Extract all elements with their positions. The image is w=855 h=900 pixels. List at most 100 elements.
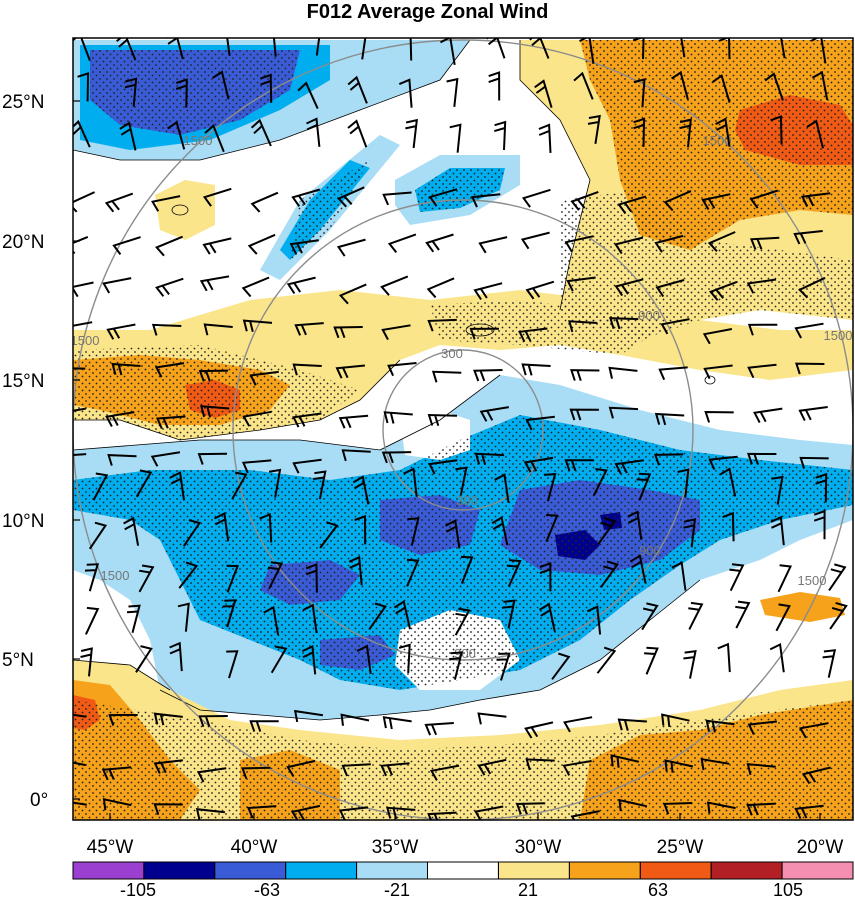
wind-barb: [429, 764, 460, 781]
wind-barb: [445, 519, 461, 549]
wind-barb: [701, 193, 731, 211]
wind-barb: [769, 642, 785, 673]
wind-barb: [563, 716, 593, 733]
wind-barb: [712, 74, 731, 103]
wind-barb: [440, 38, 456, 66]
wind-barb: [84, 606, 100, 635]
wind-barb: [73, 38, 91, 61]
range-ring-label: 1500: [824, 328, 853, 343]
wind-barb: [654, 412, 685, 426]
wind-barb: [409, 38, 413, 61]
wind-barb: [644, 646, 659, 675]
wind-barb: [226, 650, 239, 679]
wind-barb: [521, 188, 551, 208]
wind-barb: [633, 117, 646, 147]
map-border: [72, 37, 854, 821]
range-ring-label: 1500: [703, 133, 732, 148]
wind-barb: [178, 561, 199, 589]
wind-barb: [380, 762, 410, 777]
wind-barb: [272, 38, 277, 57]
wind-barb: [73, 321, 93, 327]
wind-barb: [406, 558, 420, 587]
wind-barb: [427, 413, 458, 426]
wind-barb: [241, 766, 271, 780]
wind-barb: [538, 602, 556, 632]
wind-barb: [494, 473, 510, 503]
wind-barb: [222, 599, 237, 628]
wind-barb: [477, 712, 507, 725]
wind-barb: [153, 759, 184, 774]
wind-barb: [305, 563, 318, 593]
wind-barb: [564, 459, 594, 472]
wind-barb: [297, 81, 319, 110]
wind-barb: [446, 77, 459, 108]
wind-barb: [618, 798, 648, 812]
wind-barb: [247, 233, 276, 255]
wind-barb: [717, 642, 731, 673]
wind-barb: [610, 754, 640, 768]
wind-barb: [368, 602, 388, 630]
wind-barb: [658, 366, 688, 381]
wind-barb: [289, 239, 319, 255]
wind-barb: [544, 473, 557, 502]
wind-barb: [770, 515, 785, 546]
wind-barb: [579, 38, 595, 64]
wind-barb: [398, 78, 413, 108]
wind-barb: [735, 600, 751, 629]
wind-barb: [380, 275, 409, 296]
wind-barb: [73, 367, 86, 370]
colorbar-swatch: [214, 861, 287, 880]
wind-barb: [291, 188, 321, 207]
wind-barb: [719, 467, 737, 497]
wind-barb: [680, 38, 686, 58]
range-ring-label: 1500: [71, 333, 100, 348]
wind-barb: [259, 513, 273, 543]
lon-label: 30°W: [515, 837, 562, 858]
colorbar-swatch: [143, 861, 216, 880]
wind-barb: [290, 804, 321, 820]
wind-barb: [112, 236, 141, 255]
wind-barb: [242, 410, 272, 427]
wind-barb: [798, 276, 826, 299]
wind-barb: [182, 519, 202, 547]
wind-barb: [197, 452, 228, 465]
wind-barb: [301, 645, 317, 675]
stippling: [73, 40, 853, 820]
wind-barb: [214, 511, 230, 542]
wind-barb: [195, 808, 226, 820]
wind-barb: [123, 516, 140, 546]
wind-barb: [747, 323, 778, 336]
wind-barb: [354, 514, 367, 545]
range-ring-label: 1500: [101, 568, 130, 583]
wind-barb: [405, 118, 418, 149]
wind-barb: [617, 195, 647, 215]
wind-barb: [73, 801, 87, 806]
wind-barb: [196, 767, 227, 783]
wind-barb: [383, 411, 413, 424]
wind-barb: [166, 38, 184, 60]
wind-barb: [73, 713, 87, 718]
wind-barb: [592, 468, 608, 496]
wind-barb: [688, 601, 704, 630]
wind-barb: [292, 363, 322, 376]
colorbar-swatch: [356, 861, 429, 880]
wind-barb: [515, 802, 546, 815]
wind-barb: [336, 238, 366, 257]
wind-barb: [382, 716, 412, 730]
wind-barb: [249, 370, 279, 386]
wind-barb: [799, 456, 829, 469]
wind-barb: [347, 75, 368, 104]
wind-barb: [352, 475, 370, 505]
wind-barb: [534, 79, 553, 108]
wind-barb: [683, 518, 697, 548]
wind-barb: [198, 715, 228, 728]
wind-barb: [806, 119, 824, 149]
wind-barb: [829, 601, 848, 630]
wind-barb: [286, 759, 316, 778]
lon-label: 40°W: [231, 837, 278, 858]
wind-barb: [341, 449, 371, 462]
wind-barb: [708, 280, 738, 301]
wind-barb: [614, 278, 644, 297]
wind-barb: [319, 521, 339, 549]
